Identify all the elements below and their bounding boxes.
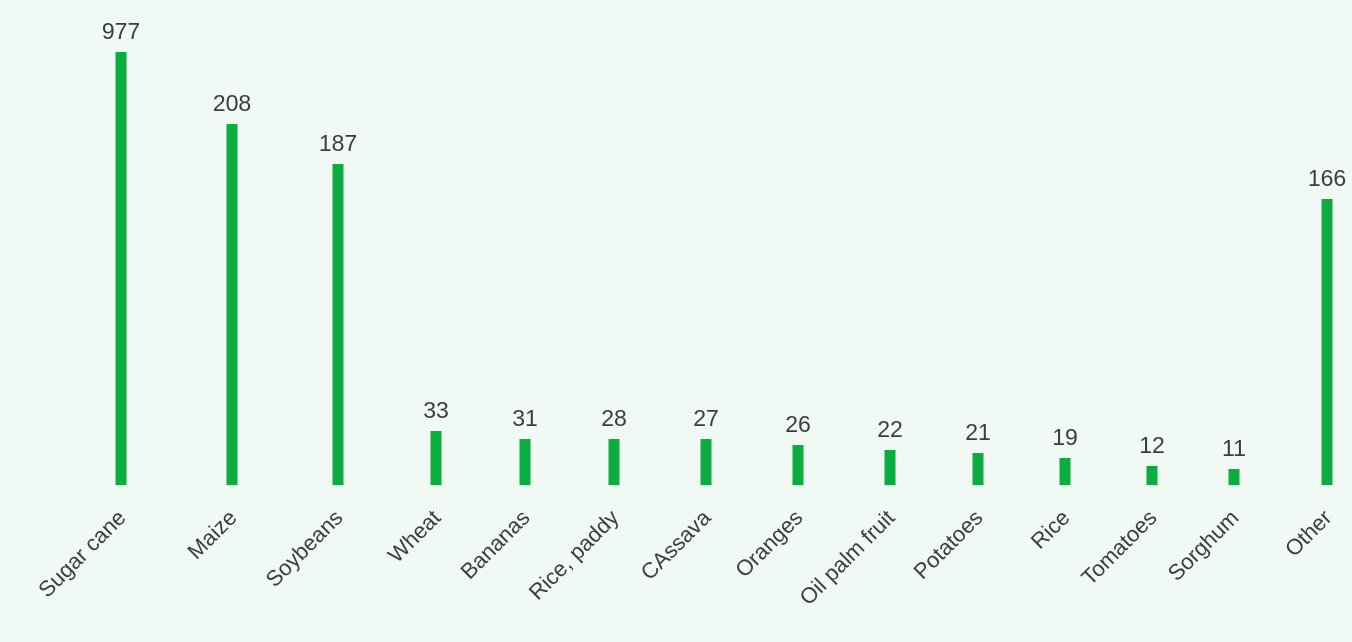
category-label-6: CAssava bbox=[636, 504, 716, 584]
bar-13 bbox=[1321, 199, 1333, 485]
bar-11 bbox=[1146, 466, 1158, 485]
bar-0 bbox=[115, 52, 127, 485]
category-labels-layer: Sugar cane Maize Soybeans Wheat BananasRice,… bbox=[33, 504, 1336, 610]
value-label-7: 26 bbox=[785, 411, 811, 437]
category-label-13: Other bbox=[1280, 505, 1337, 562]
category-label-4: Bananas bbox=[455, 505, 534, 584]
value-label-13: 166 bbox=[1308, 165, 1346, 191]
category-label-5: Rice, paddy bbox=[524, 505, 624, 605]
value-label-12: 11 bbox=[1222, 435, 1246, 461]
category-label-3: Wheat bbox=[383, 505, 446, 568]
bar-1 bbox=[226, 124, 238, 485]
bar-9 bbox=[972, 453, 984, 485]
value-label-8: 22 bbox=[877, 416, 903, 442]
value-label-5: 28 bbox=[601, 405, 627, 431]
category-label-1: Maize bbox=[182, 505, 241, 564]
category-label-9: Potatoes bbox=[908, 505, 987, 584]
bar-4 bbox=[519, 439, 531, 485]
value-label-4: 31 bbox=[512, 405, 538, 431]
category-label-0: Sugar cane bbox=[33, 505, 130, 602]
bar-12 bbox=[1228, 469, 1240, 485]
bar-5 bbox=[608, 439, 620, 485]
value-label-2: 187 bbox=[319, 130, 357, 156]
category-label-12: Sorghum bbox=[1163, 505, 1244, 586]
value-label-9: 21 bbox=[965, 419, 991, 445]
category-label-10: Rice bbox=[1026, 505, 1075, 554]
bar-2 bbox=[332, 164, 344, 485]
bar-8 bbox=[884, 450, 896, 485]
value-label-6: 27 bbox=[693, 405, 719, 431]
value-label-1: 208 bbox=[213, 90, 251, 116]
bar-3 bbox=[430, 431, 442, 485]
value-label-10: 19 bbox=[1052, 424, 1078, 450]
category-label-8: Oil palm fruit bbox=[795, 505, 900, 610]
category-label-7: Oranges bbox=[730, 505, 807, 582]
bar-6 bbox=[700, 439, 712, 485]
bars-layer bbox=[115, 52, 1333, 485]
category-label-11: Tomatoes bbox=[1076, 505, 1161, 590]
value-label-11: 12 bbox=[1139, 432, 1165, 458]
value-label-0: 977 bbox=[102, 18, 140, 44]
value-labels-layer: 977 208 187 33 31 28 27 26 22 21 19 12 11 166 bbox=[102, 18, 1346, 461]
value-label-3: 33 bbox=[423, 397, 449, 423]
category-label-2: Soybeans bbox=[261, 505, 348, 592]
bar-10 bbox=[1059, 458, 1071, 485]
bar-7 bbox=[792, 445, 804, 485]
